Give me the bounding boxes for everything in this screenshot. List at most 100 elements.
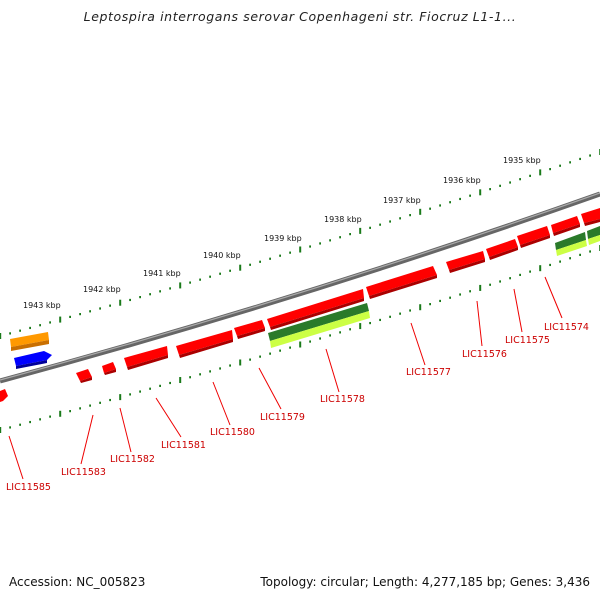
outer-scale-minor-tick [99, 307, 101, 310]
gene-arrow-lic11574[interactable] [551, 216, 580, 236]
inner-scale-minor-tick [439, 299, 441, 303]
inner-scale-minor-tick [499, 280, 501, 283]
gene-arrow-lic11578[interactable] [267, 289, 364, 330]
inner-scale-minor-tick [469, 290, 471, 293]
inner-scale-minor-tick [289, 346, 291, 349]
outer-scale-minor-tick [389, 220, 391, 223]
outer-scale-minor-tick [259, 260, 261, 263]
gene-arrow-lic11585[interactable] [0, 389, 8, 402]
inner-scale-minor-tick [459, 293, 461, 296]
inner-scale-minor-tick [9, 426, 11, 429]
outer-scale-major-tick [0, 333, 2, 339]
outer-scale-major-tick [299, 246, 302, 253]
gene-label-lic11578[interactable]: LIC11578 [320, 394, 365, 405]
gene-arrow-lic11577[interactable] [366, 266, 437, 299]
gene-label-lic11580[interactable]: LIC11580 [210, 427, 255, 438]
inner-scale-major-tick [299, 341, 302, 348]
gene-label-lic11583[interactable]: LIC11583 [61, 467, 106, 478]
inner-scale-major-tick [59, 410, 62, 417]
outer-scale-minor-tick [69, 315, 71, 319]
outer-scale-minor-tick [579, 157, 581, 161]
gene-arrow-lic11574a[interactable] [517, 226, 550, 248]
gene-arrow-lic11583[interactable] [76, 369, 92, 383]
gene-label-lic11579[interactable]: LIC11579 [260, 412, 305, 423]
inner-scale-minor-tick [79, 407, 81, 410]
outer-scale-minor-tick [339, 236, 341, 239]
outer-scale-major-tick [419, 208, 422, 215]
gene-callout-lines [8, 276, 563, 480]
outer-scale-minor-tick [199, 278, 201, 281]
gene-label-lic11585[interactable]: LIC11585 [6, 482, 51, 493]
outer-scale-minor-tick [249, 263, 251, 266]
gene-label-lic11575[interactable]: LIC11575 [505, 335, 550, 346]
outer-scale-minor-tick [549, 168, 551, 171]
outer-scale-minor-tick [289, 251, 291, 254]
outer-scale-minor-tick [319, 242, 321, 245]
gene-label-lic11582[interactable]: LIC11582 [110, 454, 155, 465]
inner-scale-minor-tick [149, 387, 151, 390]
inner-scale-major-tick [419, 304, 422, 311]
inner-scale-minor-tick [129, 393, 131, 396]
outer-scale-minor-tick [489, 188, 491, 191]
inner-scale-minor-tick [429, 303, 431, 306]
gene-label-lic11581[interactable]: LIC11581 [161, 440, 206, 451]
outer-scale-major-tick [539, 169, 542, 176]
outer-scale-minor-tick [29, 326, 31, 330]
scale-label-1941: 1941 kbp [143, 269, 181, 278]
scale-label-1937: 1937 kbp [383, 196, 421, 205]
gene-label-lic11574[interactable]: LIC11574 [544, 322, 589, 333]
green-band-middle [268, 303, 370, 348]
outer-scale-major-tick [479, 189, 482, 196]
outer-scale-minor-tick [129, 298, 131, 302]
inner-scale-minor-tick [139, 390, 141, 393]
gene-arrow-edge[interactable] [581, 208, 600, 226]
inner-scale-minor-tick [219, 367, 221, 370]
scale-label-1940: 1940 kbp [203, 251, 241, 260]
scale-label-1943: 1943 kbp [23, 301, 61, 310]
outer-scale-minor-tick [79, 313, 81, 316]
outer-scale-minor-tick [509, 181, 511, 184]
gene-arrow-lic11581[interactable] [124, 346, 168, 370]
inner-scale-minor-tick [559, 260, 561, 263]
inner-tick-track [0, 245, 600, 433]
outer-scale-minor-tick [379, 223, 381, 226]
outer-scale-major-tick [59, 316, 62, 323]
outer-scale-minor-tick [139, 296, 141, 299]
feature-orange[interactable] [10, 332, 49, 351]
outer-scale-minor-tick [469, 194, 471, 197]
gene-arrow-lic11582[interactable] [102, 362, 116, 375]
outer-scale-minor-tick [499, 184, 501, 187]
inner-scale-minor-tick [69, 410, 71, 413]
outer-scale-minor-tick [589, 154, 591, 157]
inner-scale-minor-tick [489, 283, 491, 286]
outer-scale-minor-tick [519, 178, 521, 181]
gene-arrow-lic11580[interactable] [176, 330, 233, 358]
outer-scale-minor-tick [439, 204, 441, 207]
gene-label-lic11576[interactable]: LIC11576 [462, 349, 507, 360]
outer-scale-minor-tick [529, 174, 531, 177]
scale-label-1939: 1939 kbp [264, 234, 302, 243]
outer-scale-minor-tick [329, 239, 331, 242]
inner-scale-minor-tick [319, 337, 321, 340]
inner-scale-minor-tick [509, 277, 511, 280]
inner-scale-minor-tick [579, 253, 581, 256]
inner-scale-minor-tick [269, 352, 271, 355]
green-band-right [555, 226, 600, 256]
inner-scale-minor-tick [329, 334, 331, 337]
gene-arrow-lic11579[interactable] [234, 320, 265, 339]
outer-scale-minor-tick [159, 290, 161, 293]
inner-scale-minor-tick [109, 398, 111, 402]
genome-backbone [0, 191, 600, 384]
genome-backbone-highlight [0, 192, 600, 381]
feature-blue[interactable] [14, 351, 52, 369]
inner-scale-minor-tick [89, 404, 91, 407]
inner-scale-minor-tick [49, 415, 51, 418]
gene-arrow-lic11576[interactable] [446, 251, 485, 273]
inner-scale-minor-tick [379, 318, 381, 322]
outer-scale-minor-tick [369, 226, 371, 229]
inner-scale-major-tick [479, 284, 482, 291]
inner-scale-minor-tick [309, 340, 311, 343]
inner-scale-minor-tick [449, 296, 451, 299]
gene-label-lic11577[interactable]: LIC11577 [406, 367, 451, 378]
gene-arrow-lic11575[interactable] [486, 239, 518, 260]
